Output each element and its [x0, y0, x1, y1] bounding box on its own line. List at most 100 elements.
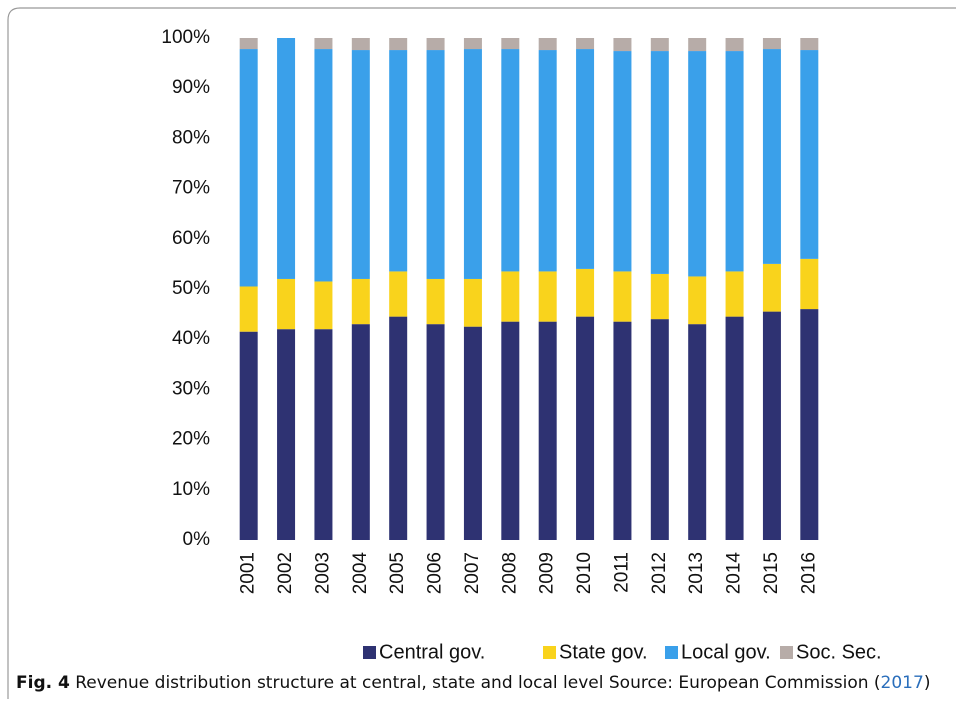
bar-segment: [426, 50, 445, 279]
bar-segment: [762, 38, 781, 50]
bar-segment: [501, 49, 520, 272]
bar-segment: [800, 258, 819, 310]
x-tick-label: 2008: [499, 552, 520, 594]
bar-segment: [314, 38, 333, 50]
bar-segment: [613, 38, 632, 52]
bar-segment: [800, 309, 819, 540]
bar-segment: [688, 324, 707, 540]
y-tick-label: 70%: [172, 178, 210, 199]
frame: [7, 7, 956, 699]
bar-segment: [426, 278, 445, 325]
x-tick-label: 2009: [537, 552, 558, 594]
y-tick-label: 90%: [172, 77, 210, 98]
bar-segment: [463, 278, 482, 327]
x-tick-label: 2015: [761, 552, 782, 594]
y-tick-label: 100%: [161, 27, 210, 48]
legend-label: Local gov.: [681, 641, 771, 663]
bar-segment: [650, 38, 669, 52]
bar-segment: [688, 51, 707, 277]
bar-segment: [351, 324, 370, 540]
bar-segment: [762, 311, 781, 540]
bar-segment: [613, 271, 632, 322]
bar-segment: [725, 316, 744, 540]
bar-segment: [576, 49, 595, 269]
y-tick-label: 20%: [172, 429, 210, 450]
y-tick-label: 10%: [172, 479, 210, 500]
y-tick-label: 30%: [172, 378, 210, 399]
bar-segment: [576, 38, 595, 50]
y-tick-label: 40%: [172, 328, 210, 349]
bar-segment: [314, 281, 333, 330]
bar-segment: [426, 324, 445, 540]
bar-segment: [688, 38, 707, 52]
bar-segment: [725, 271, 744, 317]
bar-segment: [501, 321, 520, 540]
bar-segment: [501, 38, 520, 50]
legend-label: Soc. Sec.: [796, 641, 882, 663]
bar-segment: [613, 321, 632, 540]
bar-segment: [538, 271, 557, 322]
bar-segment: [389, 271, 408, 317]
caption: Fig. 4 Revenue distribution structure at…: [16, 673, 930, 693]
bar-segment: [314, 329, 333, 540]
bar-segment: [725, 51, 744, 272]
bar-segment: [463, 326, 482, 540]
bar-segment: [239, 286, 258, 332]
bar-segment: [576, 268, 595, 317]
caption-end: ): [924, 673, 931, 693]
bar-segment: [762, 49, 781, 264]
bar-segment: [650, 319, 669, 540]
x-tick-label: 2012: [649, 552, 670, 594]
y-tick-label: 60%: [172, 228, 210, 249]
x-tick-label: 2016: [798, 552, 819, 594]
bar-segment: [501, 271, 520, 322]
legend-label: State gov.: [559, 641, 648, 663]
caption-ref[interactable]: 2017: [881, 673, 924, 693]
bar-segment: [426, 38, 445, 51]
x-tick-label: 2004: [350, 552, 371, 595]
bar-segment: [463, 38, 482, 50]
bar-segment: [650, 273, 669, 320]
y-tick-label: 80%: [172, 127, 210, 148]
x-tick-label: 2007: [462, 552, 483, 594]
bar-segment: [576, 316, 595, 540]
legend-swatch: [543, 646, 556, 659]
bar-segment: [314, 49, 333, 282]
bar-segment: [650, 51, 669, 274]
legend-swatch: [780, 646, 793, 659]
bar-segment: [688, 276, 707, 325]
bar-segment: [800, 38, 819, 51]
bar-segment: [538, 321, 557, 540]
bar-segment: [239, 38, 258, 50]
bar-segment: [389, 38, 408, 51]
caption-text: Revenue distribution structure at centra…: [70, 673, 881, 693]
bar-segment: [351, 50, 370, 279]
bar-segment: [762, 263, 781, 312]
bar-segment: [277, 278, 296, 330]
bar-segment: [389, 50, 408, 272]
bar-segment: [800, 50, 819, 259]
bar-segment: [277, 329, 296, 540]
x-tick-label: 2014: [724, 552, 745, 595]
x-tick-label: 2006: [425, 552, 446, 594]
bar-segment: [389, 316, 408, 540]
x-tick-label: 2011: [611, 552, 632, 593]
legend-swatch: [665, 646, 678, 659]
bar-segment: [351, 38, 370, 51]
bar-segment: [538, 50, 557, 272]
bar-segment: [277, 38, 296, 279]
x-tick-label: 2003: [312, 552, 333, 594]
x-tick-label: 2013: [686, 552, 707, 594]
bar-segment: [351, 278, 370, 325]
bar-segment: [725, 38, 744, 52]
legend-swatch: [363, 646, 376, 659]
bar-segment: [239, 331, 258, 540]
x-tick-label: 2001: [238, 552, 259, 594]
y-tick-label: 0%: [183, 529, 211, 550]
x-tick-label: 2010: [574, 552, 595, 594]
bar-segment: [463, 49, 482, 279]
bar-segment: [239, 49, 258, 287]
x-tick-label: 2002: [275, 552, 296, 594]
x-tick-label: 2005: [387, 552, 408, 594]
